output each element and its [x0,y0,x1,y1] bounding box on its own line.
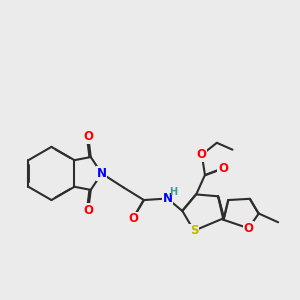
Text: O: O [197,148,207,161]
Text: O: O [218,162,228,175]
Text: N: N [162,192,172,205]
Text: N: N [97,167,107,180]
Text: O: O [83,204,93,217]
Text: S: S [190,224,198,237]
Text: O: O [128,212,138,225]
Text: O: O [243,222,254,235]
Text: O: O [83,130,93,143]
Text: H: H [169,187,177,196]
